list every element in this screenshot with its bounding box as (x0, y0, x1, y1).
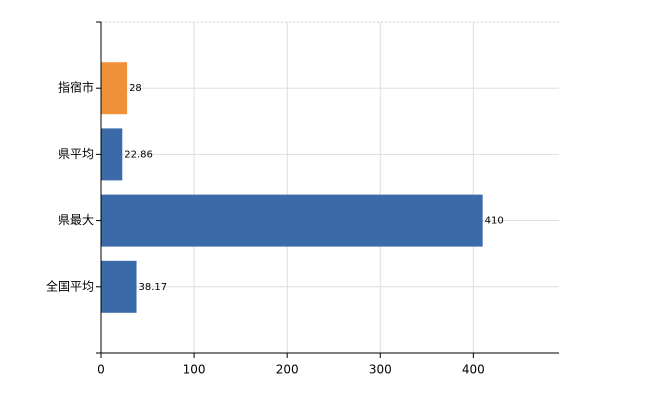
x-tick-label: 400 (462, 363, 485, 377)
y-tick-label: 指宿市 (58, 80, 94, 95)
y-tick-label: 全国平均 (46, 278, 94, 293)
value-label: 410 (485, 216, 504, 227)
y-tick-label: 県最大 (58, 213, 94, 227)
x-tick-label: 0 (97, 363, 105, 377)
bar (101, 62, 128, 115)
bar (101, 260, 137, 313)
y-tick-label: 県平均 (58, 147, 94, 161)
bar (101, 194, 483, 247)
value-label: 38.17 (139, 282, 168, 293)
x-tick-label: 300 (369, 363, 392, 377)
x-tick-label: 100 (183, 363, 206, 377)
x-tick-label: 200 (276, 363, 299, 377)
value-label: 22.86 (124, 149, 153, 160)
bar (101, 128, 123, 181)
value-label: 28 (129, 83, 142, 94)
